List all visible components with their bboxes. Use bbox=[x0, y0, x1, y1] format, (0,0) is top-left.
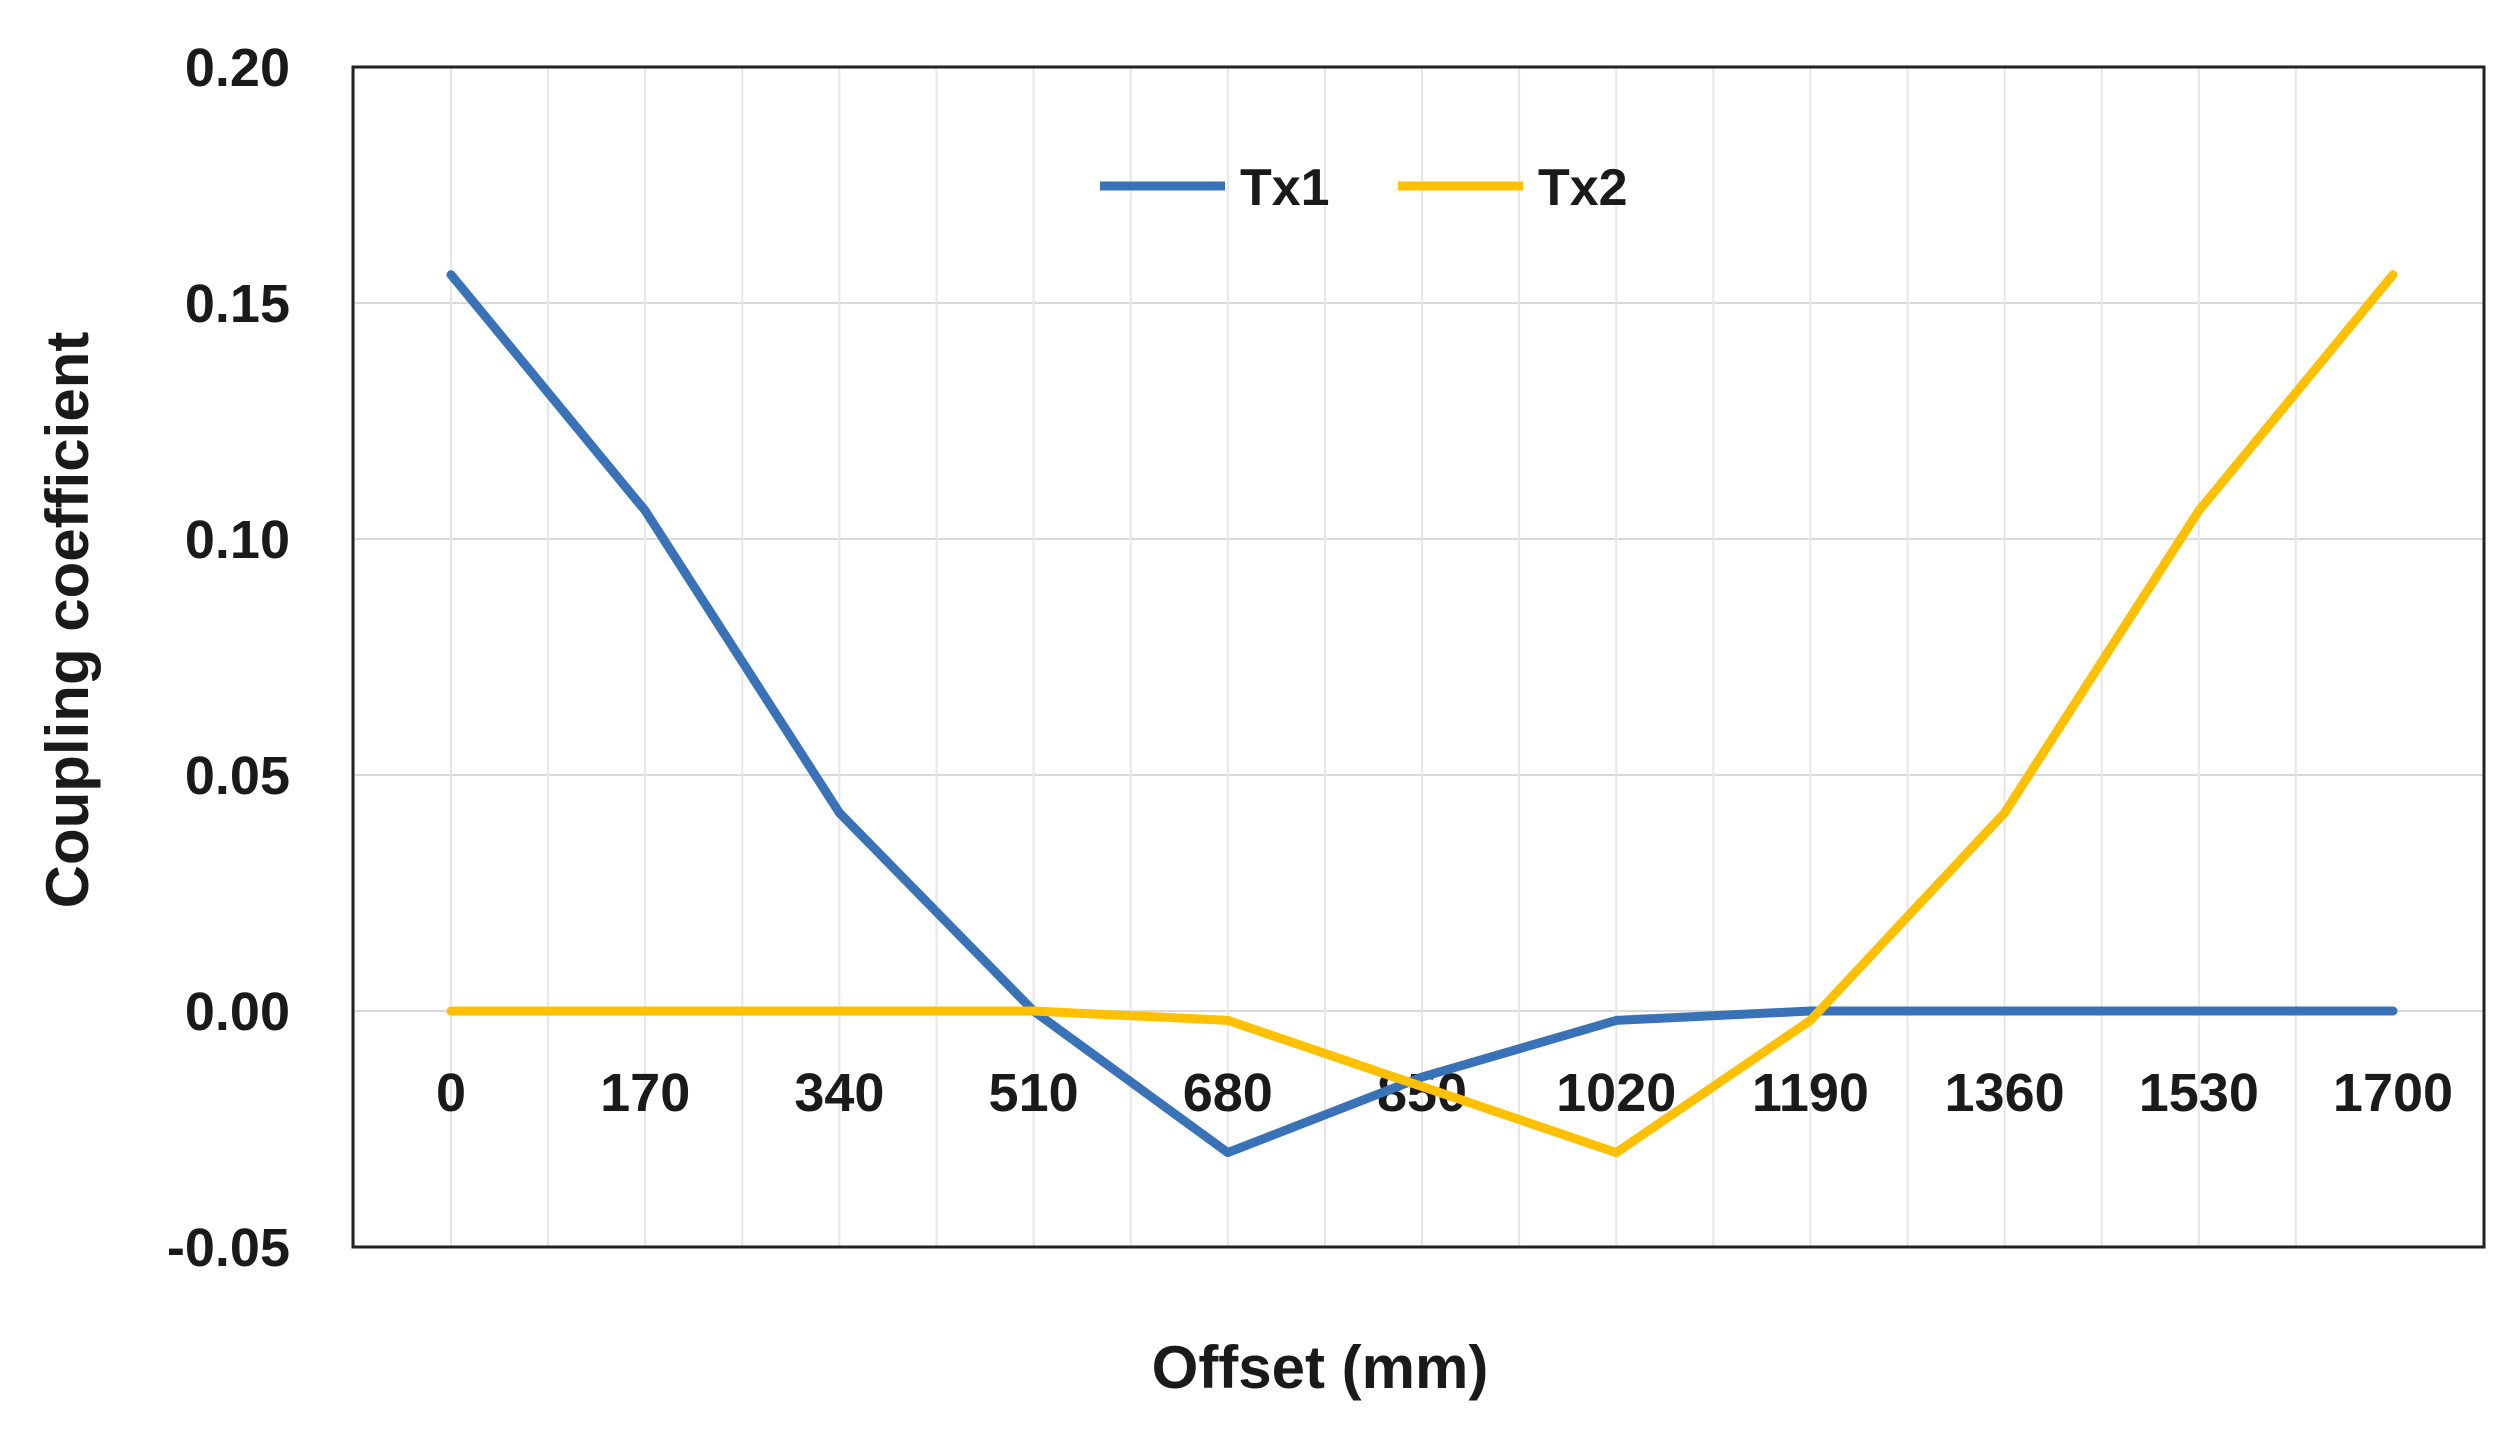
x-tick-label: 1530 bbox=[2139, 1063, 2259, 1123]
x-tick-label: 1700 bbox=[2333, 1063, 2453, 1123]
y-tick-label: 0.05 bbox=[185, 746, 290, 806]
x-tick-label: 510 bbox=[989, 1063, 1079, 1123]
x-axis-title: Offset (mm) bbox=[1152, 1334, 1489, 1401]
y-tick-label: 0.00 bbox=[185, 982, 290, 1042]
y-tick-label: 0.10 bbox=[185, 510, 290, 570]
x-tick-label: 680 bbox=[1183, 1063, 1273, 1123]
y-axis-title: Coupling coefficient bbox=[34, 332, 101, 909]
legend: Tx1 Tx2 bbox=[1100, 159, 1628, 217]
x-tick-label: 170 bbox=[600, 1063, 690, 1123]
x-tick-label: 1360 bbox=[1945, 1063, 2065, 1123]
legend-label-tx2: Tx2 bbox=[1538, 159, 1628, 217]
y-tick-label: 0.15 bbox=[185, 274, 290, 334]
x-axis-ticks: 0 170 340 510 680 850 1020 1190 1360 1530 1700 bbox=[436, 1063, 2453, 1123]
x-tick-label: 1190 bbox=[1752, 1063, 1869, 1123]
x-tick-label: 340 bbox=[794, 1063, 884, 1123]
y-axis-ticks: 0.20 0.15 0.10 0.05 0.00 -0.05 bbox=[167, 38, 290, 1278]
plot-area-border bbox=[351, 65, 2486, 1249]
x-tick-label: 0 bbox=[436, 1063, 466, 1123]
series-lines bbox=[446, 270, 2398, 1158]
y-tick-label: 0.20 bbox=[185, 38, 290, 98]
legend-label-tx1: Tx1 bbox=[1240, 159, 1330, 217]
y-tick-label: -0.05 bbox=[167, 1218, 290, 1278]
x-tick-label: 1020 bbox=[1556, 1063, 1676, 1123]
